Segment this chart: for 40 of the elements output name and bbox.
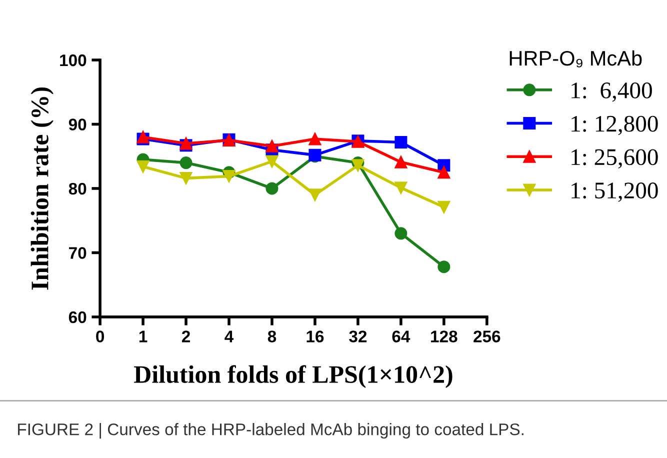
point — [394, 182, 408, 194]
x-tick-label: 16 — [306, 330, 324, 342]
y-tick-label: 70 — [69, 247, 86, 259]
point — [180, 156, 192, 170]
x-tick-label: 8 — [268, 330, 276, 342]
legend-title: HRP-O₉ McAb — [510, 50, 642, 68]
x-tick-label: 0 — [96, 330, 104, 342]
y-tick-label: 100 — [60, 54, 86, 66]
x-tick-label: 1 — [139, 330, 148, 342]
point — [180, 172, 192, 184]
point — [438, 260, 450, 274]
x-tick-label: 256 — [474, 330, 500, 342]
legend-label: 1: 12,800 — [572, 116, 658, 136]
point — [266, 140, 278, 152]
x-tick-label: 32 — [349, 330, 367, 342]
point — [136, 160, 150, 173]
x-tick-label: 128 — [431, 330, 458, 342]
point — [352, 159, 364, 172]
caption: FIGURE 2 | Curves of the HRP-labeled McAb binging to coated LPS. — [18, 423, 524, 439]
point — [266, 155, 278, 168]
x-tick-label: 64 — [392, 330, 410, 342]
y-axis-title: Inhibition rate (%) — [30, 87, 54, 290]
y-tick-label: 60 — [68, 311, 86, 324]
legend-label: 1: 6,400 — [572, 82, 652, 102]
point — [394, 156, 408, 168]
point — [438, 200, 450, 214]
y-tick-label: 80 — [68, 182, 86, 195]
x-tick-label: 2 — [182, 330, 190, 342]
x-tick-label: 4 — [224, 330, 234, 342]
point — [394, 136, 408, 148]
point — [266, 182, 278, 195]
point — [394, 227, 408, 240]
point — [308, 188, 322, 202]
point — [438, 166, 450, 179]
y-tick-label: 90 — [68, 118, 86, 130]
legend-label: 1: 51,200 — [572, 182, 658, 202]
legend-label: 1: 25,600 — [572, 149, 658, 169]
x-axis-title: Dilution folds of LPS(1×10^2) — [134, 365, 452, 388]
point — [222, 170, 236, 183]
point — [308, 132, 322, 146]
